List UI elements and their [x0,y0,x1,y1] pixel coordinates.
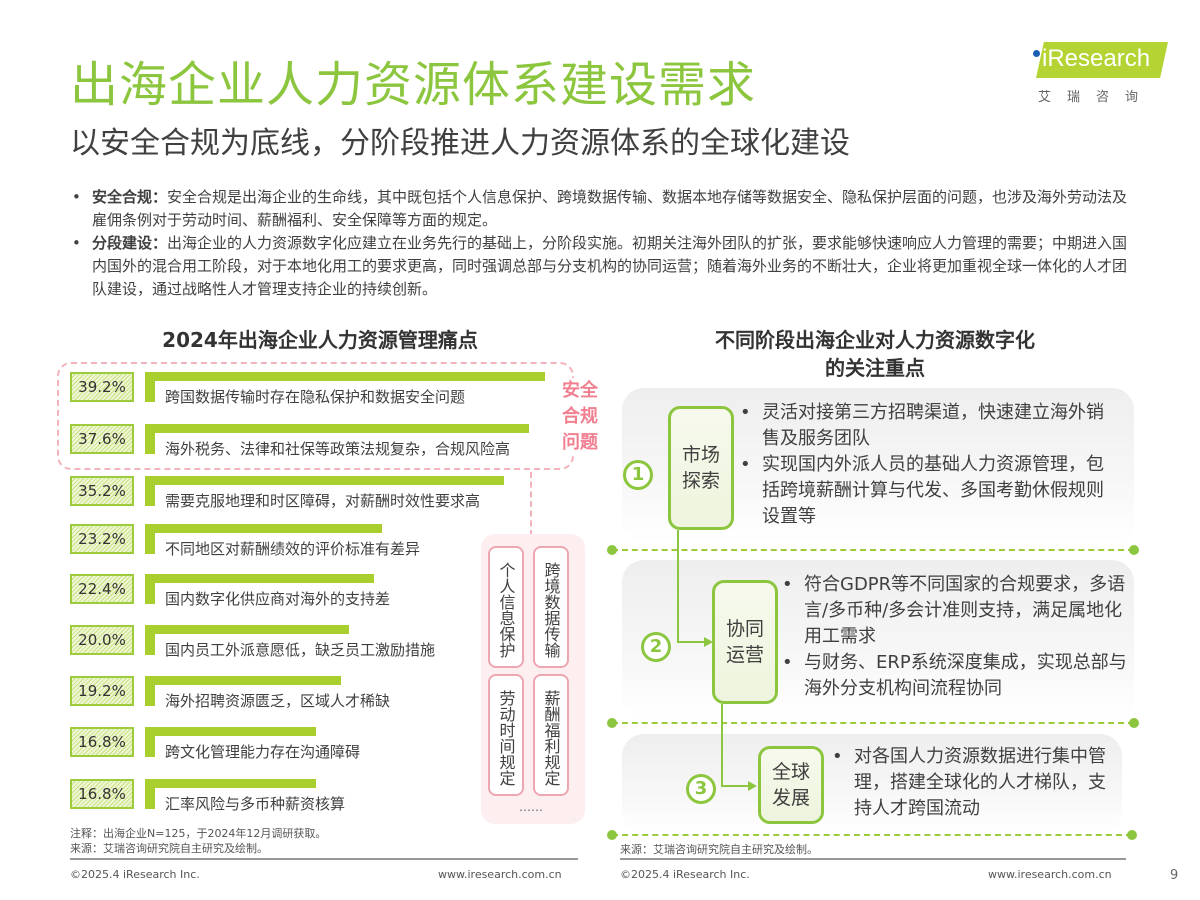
bar [145,424,529,433]
bar [145,727,316,736]
stage-3-number: 3 [686,774,716,804]
footer-divider-right [620,858,1126,860]
bar [145,476,504,485]
bar-tick [145,676,155,706]
bar-tick [145,727,155,757]
bar [145,779,316,788]
stage-1-box: 市场 探索 [668,406,734,530]
logo-chinese: 艾瑞咨询 [1038,90,1155,105]
bar-value-label: 16.8% [70,727,134,757]
stage-1-items: 灵活对接第三方招聘渠道，快速建立海外销售及服务团队 实现国内外派人员的基础人力资… [738,400,1118,530]
right-source: 来源：艾瑞咨询研究院自主研究及绘制。 [620,843,818,856]
tag-compensation: 薪酬福利规定 [533,674,569,796]
bar [145,574,374,583]
bar-value-label: 22.4% [70,574,134,604]
arrow-right-icon [704,637,713,647]
footer-url-right[interactable]: www.iresearch.com.cn [988,868,1112,881]
bar-category-label: 海外招聘资源匮乏，区域人才稀缺 [165,692,391,710]
footer-copyright-left: ©2025.4 iResearch Inc. [70,868,200,881]
connector-2-horizontal [721,785,749,787]
stage-divider-1 [607,545,1139,555]
connector-2-vertical [721,704,723,786]
bar [145,676,341,685]
bullet-phased: 分段建设：出海企业的人力资源数字化应建立在业务先行的基础上，分阶段实施。初期关注… [70,232,1140,301]
iresearch-logo: iResearch 艾瑞咨询 [1030,40,1170,110]
bar [145,625,349,634]
bar-category-label: 海外税务、法律和社保等政策法规复杂，合规风险高 [165,440,511,458]
stage-2-number: 2 [641,632,671,662]
bar-tick [145,424,155,454]
security-group-label: 安全 合规 问题 [560,378,600,456]
bar [145,524,382,533]
left-note: 注释：出海企业N=125，于2024年12月调研获取。 来源：艾瑞咨询研究院自主… [70,827,327,855]
bar-tick [145,779,155,809]
bar-category-label: 需要克服地理和时区障碍，对薪酬时效性要求高 [165,492,481,510]
security-connector-line [530,472,532,536]
page-title: 出海企业人力资源体系建设需求 [70,57,757,113]
bar-value-label: 35.2% [70,476,134,506]
tag-working-hours: 劳动时间规定 [488,674,524,796]
logo-text: iResearch [1042,45,1151,72]
bar-tick [145,372,155,402]
left-chart-title: 2024年出海企业人力资源管理痛点 [162,328,478,352]
right-panel-title: 不同阶段出海企业对人力资源数字化 的关注重点 [715,328,1035,380]
footer-copyright-right: ©2025.4 iResearch Inc. [620,868,750,881]
bar [145,372,545,381]
bar-category-label: 汇率风险与多币种薪资核算 [165,795,346,813]
bar-value-label: 19.2% [70,676,134,706]
bar-category-label: 跨国数据传输时存在隐私保护和数据安全问题 [165,388,466,406]
bar-value-label: 23.2% [70,524,134,554]
bullet-security: 安全合规：安全合规是出海企业的生命线，其中既包括个人信息保护、跨境数据传输、数据… [70,186,1140,232]
intro-bullets: 安全合规：安全合规是出海企业的生命线，其中既包括个人信息保护、跨境数据传输、数据… [70,186,1140,301]
tags-more: …… [519,800,543,814]
footer-url-left[interactable]: www.iresearch.com.cn [438,868,562,881]
bar-value-label: 39.2% [70,372,134,402]
connector-1-vertical [677,530,679,642]
bar-value-label: 20.0% [70,625,134,655]
stage-divider-3 [607,830,1137,840]
page-subtitle: 以安全合规为底线，分阶段推进人力资源体系的全球化建设 [70,126,850,161]
bar-category-label: 国内员工外派意愿低，缺乏员工激励措施 [165,641,436,659]
stage-2-items: 符合GDPR等不同国家的合规要求，多语言/多币种/多会计准则支持，满足属地化用工… [780,572,1130,702]
stage-3-box: 全球 发展 [758,746,824,824]
logo-dot-icon [1033,50,1040,57]
tag-cross-border-data: 跨境数据传输 [533,546,569,668]
logo-badge [1036,42,1168,78]
bar-tick [145,476,155,506]
bar-tick [145,625,155,655]
bar-category-label: 国内数字化供应商对海外的支持差 [165,590,391,608]
footer-divider-left [70,858,578,860]
bar-tick [145,524,155,554]
bar-category-label: 跨文化管理能力存在沟通障碍 [165,743,361,761]
bar-value-label: 37.6% [70,424,134,454]
bar-category-label: 不同地区对薪酬绩效的评价标准有差异 [165,540,421,558]
page-number: 9 [1170,868,1179,883]
stage-divider-2 [607,718,1139,728]
stage-2-box: 协同 运营 [712,580,778,704]
arrow-right-icon [748,781,757,791]
tag-personal-info: 个人信息保护 [488,546,524,668]
bar-value-label: 16.8% [70,779,134,809]
stage-1-number: 1 [623,460,653,490]
stage-3-items: 对各国人力资源数据进行集中管理，搭建全球化的人才梯队，支持人才跨国流动 [830,744,1120,822]
bar-tick [145,574,155,604]
connector-1-horizontal [677,641,705,643]
